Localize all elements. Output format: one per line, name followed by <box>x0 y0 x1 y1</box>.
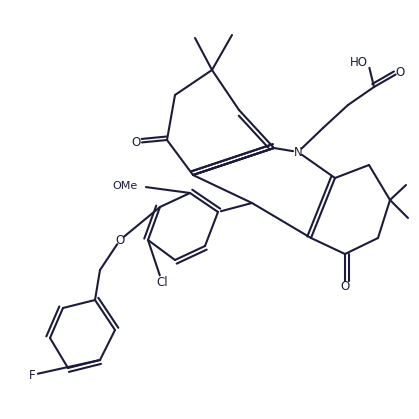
Text: HO: HO <box>350 55 368 68</box>
Text: O: O <box>115 233 124 246</box>
Text: N: N <box>294 145 303 158</box>
Text: Cl: Cl <box>156 276 168 289</box>
Text: O: O <box>340 280 349 293</box>
Text: O: O <box>396 65 405 78</box>
Text: OMe: OMe <box>113 181 138 191</box>
Text: F: F <box>28 368 35 382</box>
Text: O: O <box>132 137 141 150</box>
